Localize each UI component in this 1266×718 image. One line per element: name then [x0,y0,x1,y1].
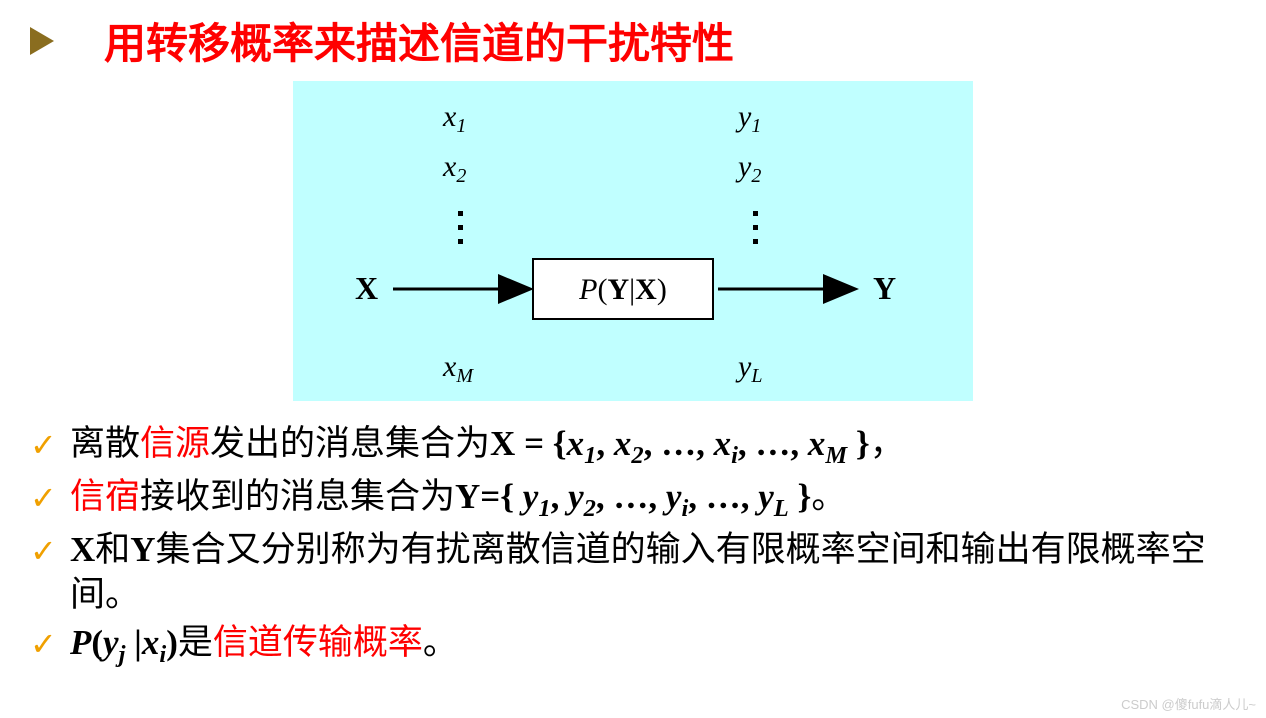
check-icon: ✓ [30,624,70,666]
svg-text:X: X [355,270,378,306]
svg-text:P(Y|X): P(Y|X) [578,273,667,306]
bullet-text: 离散信源发出的消息集合为X = {x1, x2, …, xi, …, xM }， [70,421,905,472]
watermark: CSDN @傻fufu滴人儿~ [1121,694,1256,713]
svg-text:Y: Y [873,270,896,306]
bullet-list: ✓离散信源发出的消息集合为X = {x1, x2, …, xi, …, xM }… [30,421,1236,671]
bullet-text: 信宿接收到的消息集合为Y={ y1, y2, …, yi, …, yL }。 [70,474,846,525]
bullet-item: ✓P(yj |xi)是信道传输概率。 [30,620,1236,671]
bullet-text: X和Y集合又分别称为有扰离散信道的输入有限概率空间和输出有限概率空间。 [70,527,1236,618]
bullet-item: ✓离散信源发出的消息集合为X = {x1, x2, …, xi, …, xM }… [30,421,1236,472]
bullet-item: ✓信宿接收到的消息集合为Y={ y1, y2, …, yi, …, yL }。 [30,474,1236,525]
bullet-item: ✓X和Y集合又分别称为有扰离散信道的输入有限概率空间和输出有限概率空间。 [30,527,1236,618]
arrow-bullet-icon [30,27,54,55]
bullet-text: P(yj |xi)是信道传输概率。 [70,620,458,671]
channel-diagram: XYP(Y|X)x1x2xMy1y2yL [30,81,1236,401]
check-icon: ✓ [30,478,70,520]
title-text: 用转移概率来描述信道的干扰特性 [104,10,734,71]
check-icon: ✓ [30,531,70,573]
title-row: 用转移概率来描述信道的干扰特性 [30,10,1236,71]
check-icon: ✓ [30,425,70,467]
diagram-svg: XYP(Y|X)x1x2xMy1y2yL [293,81,973,401]
